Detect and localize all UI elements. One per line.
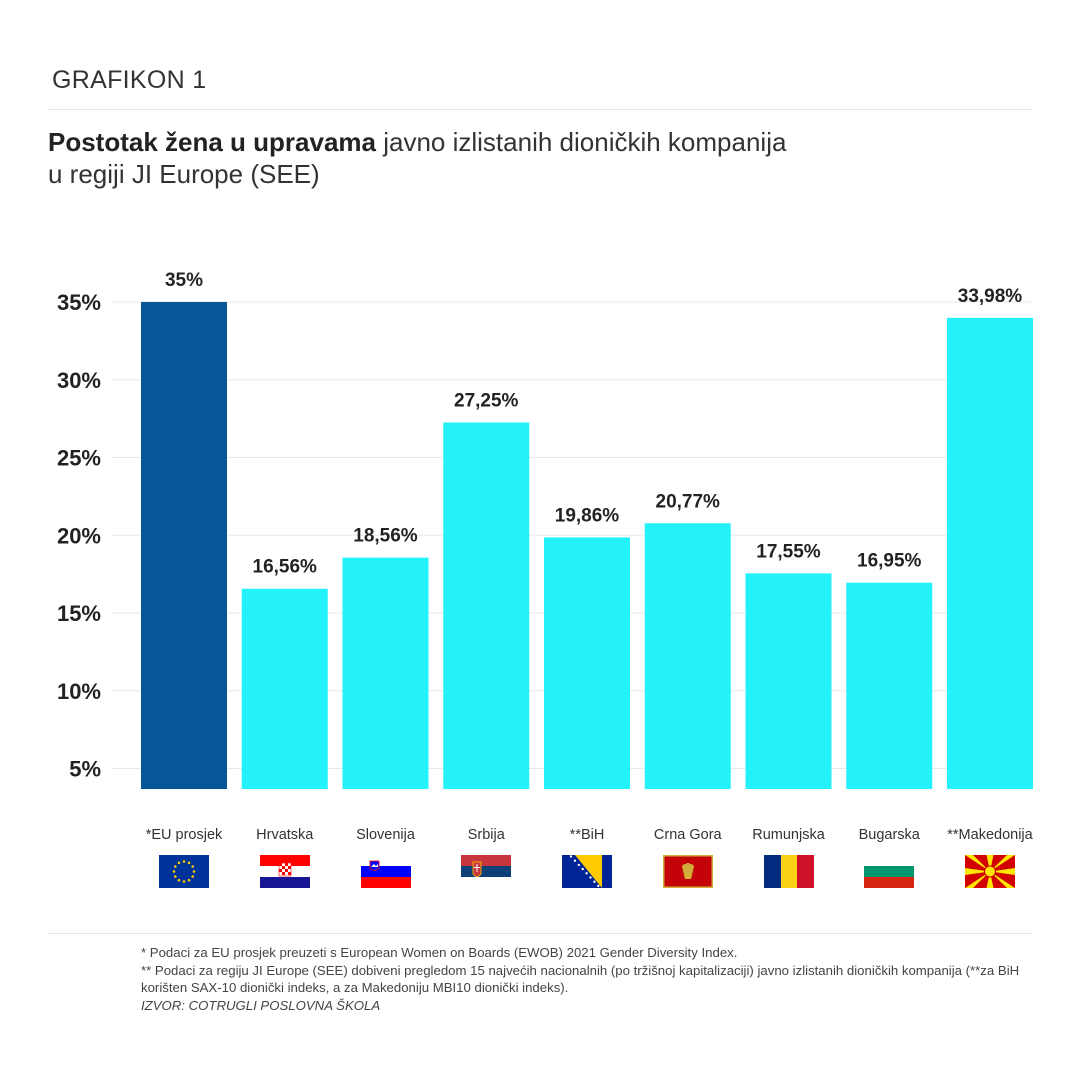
bar-value-label: 27,25%	[454, 391, 519, 412]
slovenia-flag-icon	[360, 855, 411, 888]
bar-value-label: 16,95%	[857, 551, 922, 572]
bar-value-label: 17,55%	[756, 541, 821, 562]
serbia-flag-icon	[461, 855, 512, 888]
y-tick-label: 35%	[57, 290, 101, 315]
bulgaria-flag-icon	[864, 855, 915, 888]
bar-0	[141, 302, 227, 789]
chart-title-bold: Postotak žena u upravama	[48, 127, 376, 157]
bar-value-label: 35%	[165, 270, 203, 291]
top-divider	[48, 109, 1033, 110]
category-label: *EU prosjek	[145, 827, 223, 843]
bar-value-label: 16,56%	[253, 557, 318, 578]
category-label: Srbija	[467, 827, 505, 843]
category-label: **Makedonija	[947, 827, 1033, 843]
bar-3	[443, 422, 530, 789]
y-tick-label: 15%	[57, 601, 101, 626]
category-label: Crna Gora	[653, 827, 722, 843]
category-label: Slovenija	[356, 827, 415, 843]
montenegro-flag-icon	[662, 855, 713, 888]
footnote-see: ** Podaci za regiju JI Europe (SEE) dobi…	[141, 962, 1020, 996]
bih-flag-icon	[562, 855, 612, 888]
y-tick-label: 30%	[57, 368, 101, 393]
bar-value-label: 18,56%	[353, 526, 418, 547]
bar-value-labels: 35% 16,56% 18,56% 27,25% 19,86% 20,77% 17,55% 1…	[165, 270, 1022, 578]
y-tick-label: 25%	[57, 446, 101, 471]
chart-title: Postotak žena u upravama javno izlistani…	[48, 126, 808, 190]
croatia-flag-icon	[259, 855, 310, 888]
bar-6	[745, 573, 832, 789]
bar-8	[947, 317, 1033, 789]
y-tick-label: 20%	[57, 523, 101, 548]
chart-title-rest: javno izlistanih dioničkih kompanija u r…	[48, 127, 787, 189]
category-label: **BiH	[569, 827, 605, 843]
bar-value-label: 19,86%	[555, 505, 620, 526]
y-tick-label: 5%	[69, 757, 101, 782]
category-label: Rumunjska	[752, 827, 825, 843]
macedonia-flag-icon	[965, 855, 1015, 888]
bar-5	[644, 523, 731, 789]
footnotes: * Podaci za EU prosjek preuzeti s Europe…	[141, 944, 1041, 1014]
bar-chart: 5% 10% 15% 20% 25% 30% 35% 35% 16,56% 18,56% 27,2…	[57, 270, 1033, 789]
chart-number-label: GRAFIKON 1	[52, 66, 207, 94]
source-note: IZVOR: COTRUGLI POSLOVNA ŠKOLA	[141, 997, 381, 1013]
eu-flag-icon	[159, 855, 209, 888]
bar-7	[846, 582, 933, 789]
bar-value-label: 20,77%	[656, 491, 721, 512]
bar-4	[544, 537, 630, 789]
category-label: Hrvatska	[256, 827, 314, 843]
footnote-eu: * Podaci za EU prosjek preuzeti s Europe…	[141, 945, 738, 960]
bars	[141, 302, 1033, 789]
bar-2	[342, 557, 429, 789]
y-tick-label: 10%	[57, 679, 101, 704]
y-axis-ticks: 5% 10% 15% 20% 25% 30% 35%	[57, 290, 101, 782]
romania-flag-icon	[763, 855, 814, 888]
category-label: Bugarska	[858, 827, 920, 843]
bar-value-label: 33,98%	[958, 286, 1023, 307]
bottom-divider	[48, 933, 1033, 934]
bar-1	[241, 588, 328, 789]
